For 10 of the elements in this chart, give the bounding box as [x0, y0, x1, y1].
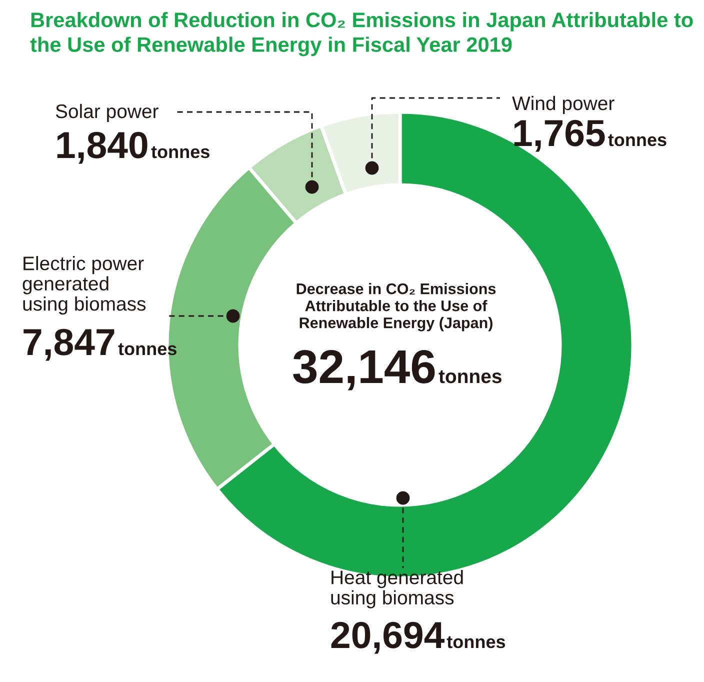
data-label: 1,765tonnes: [514, 120, 666, 152]
slice-label: Electric power generated using biomass: [22, 256, 146, 315]
slice-label: Heat generated using biomass: [331, 570, 463, 608]
chart-title: Breakdown of Reduction in CO₂ Emissions in Japan Attributable to the Use of Renewable Energy in Fiscal Year 2019: [30, 12, 693, 56]
text: Decrease in CO₂ Emissions Attributable to the Use of Renewable Energy (Japan): [296, 283, 496, 332]
text: 32,146tonnes: [293, 350, 502, 390]
data-label: 1,840tonnes: [57, 132, 210, 164]
data-label: 20,694tonnes: [331, 622, 506, 654]
slice-label: Wind power: [512, 96, 614, 114]
slice-label: Solar power: [56, 104, 158, 122]
